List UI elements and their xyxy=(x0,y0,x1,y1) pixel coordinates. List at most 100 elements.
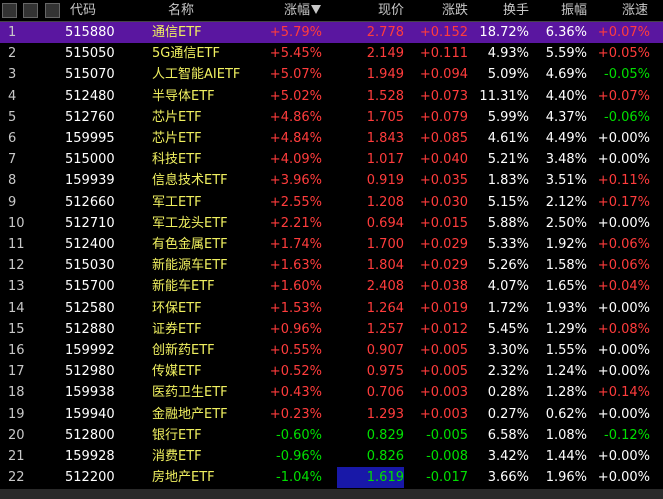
turnover: 11.31% xyxy=(479,88,529,104)
quote-row[interactable]: 22 512200 房地产ETF -1.04% 1.619 -0.017 3.66% 1.96… xyxy=(0,467,663,489)
row-index: 2 xyxy=(8,46,17,62)
column-header[interactable]: 名称 xyxy=(168,3,195,18)
sort-arrow[interactable] xyxy=(311,5,321,14)
row-index: 3 xyxy=(8,67,17,83)
quote-row[interactable]: 7 515000 科技ETF +4.09% 1.017 +0.040 5.21% 3.48% +… xyxy=(0,149,663,170)
quote-row[interactable]: 17 512980 传媒ETF +0.52% 0.975 +0.005 2.32% 1.24%… xyxy=(0,361,663,382)
quote-row[interactable]: 1 515880 通信ETF +5.79% 2.778 +0.152 18.72% 6.36%… xyxy=(0,22,663,43)
change: +0.003 xyxy=(419,385,468,401)
column-header[interactable]: 涨幅 xyxy=(283,3,310,18)
column-header[interactable]: 振幅 xyxy=(560,3,587,18)
price: 0.907 xyxy=(366,343,404,358)
row-index: 4 xyxy=(8,88,17,104)
quote-row[interactable]: 8 159939 信息技术ETF +3.96% 0.919 +0.035 1.83% 3.51… xyxy=(0,170,663,191)
quote-row[interactable]: 10 512710 军工龙头ETF +2.21% 0.694 +0.015 5.88% 2.5… xyxy=(0,213,663,234)
code: 512480 xyxy=(65,88,115,104)
change-pct: +1.53% xyxy=(269,300,322,316)
turnover: 6.58% xyxy=(487,427,529,443)
row-index: 6 xyxy=(8,131,17,146)
change-pct: +5.79% xyxy=(269,25,322,40)
code: 515050 xyxy=(65,46,115,62)
column-header[interactable]: 涨跌 xyxy=(441,3,468,18)
change: +0.111 xyxy=(419,46,468,62)
code: 512880 xyxy=(65,321,115,337)
column-header[interactable]: 涨速 xyxy=(621,3,648,18)
speed: +0.00% xyxy=(597,406,650,422)
quote-row[interactable]: 3 515070 人工智能AIETF +5.07% 1.949 +0.094 5.09% 4.… xyxy=(0,64,663,85)
speed: +0.06% xyxy=(597,237,650,252)
row-index: 14 xyxy=(8,300,25,316)
change: -0.017 xyxy=(426,470,468,486)
settings-icon[interactable] xyxy=(45,3,60,18)
amplitude: 4.69% xyxy=(545,67,587,83)
code: 512400 xyxy=(65,237,115,252)
quote-row[interactable]: 13 515700 新能车ETF +1.60% 2.408 +0.038 4.07% 1.65… xyxy=(0,276,663,297)
turnover: 0.27% xyxy=(487,406,529,422)
code: 515880 xyxy=(65,25,115,40)
quote-row[interactable]: 19 159940 金融地产ETF +0.23% 1.293 +0.003 0.27% 0.6… xyxy=(0,404,663,425)
speed: +0.05% xyxy=(597,46,650,62)
speed: +0.04% xyxy=(597,279,650,295)
header-divider xyxy=(0,21,663,22)
speed: +0.08% xyxy=(597,321,650,337)
name: 银行ETF xyxy=(152,427,202,443)
change-pct: +1.74% xyxy=(269,237,322,252)
price: 1.705 xyxy=(366,109,404,125)
name: 消费ETF xyxy=(152,449,202,464)
quote-row[interactable]: 2 515050 5G通信ETF +5.45% 2.149 +0.111 4.93% 5.59… xyxy=(0,43,663,64)
amplitude: 2.12% xyxy=(545,194,587,210)
quote-row[interactable]: 6 159995 芯片ETF +4.84% 1.843 +0.085 4.61% 4.49% +… xyxy=(0,128,663,149)
change-pct: +4.84% xyxy=(269,131,322,146)
quote-row[interactable]: 15 512880 证券ETF +0.96% 1.257 +0.012 5.45% 1.29%… xyxy=(0,319,663,340)
price: 0.975 xyxy=(366,364,404,380)
change-pct: +5.07% xyxy=(269,67,322,83)
price: 1.208 xyxy=(366,194,404,210)
row-index: 10 xyxy=(8,215,25,231)
quote-row[interactable]: 21 159928 消费ETF -0.96% 0.826 -0.008 3.42% 1.44%… xyxy=(0,446,663,467)
speed: +0.00% xyxy=(597,131,650,146)
turnover: 3.30% xyxy=(487,343,529,358)
grid-icon[interactable] xyxy=(23,3,38,18)
quote-row[interactable]: 9 512660 军工ETF +2.55% 1.208 +0.030 5.15% 2.12% +… xyxy=(0,192,663,213)
quote-row[interactable]: 16 159992 创新药ETF +0.55% 0.907 +0.005 3.30% 1.55… xyxy=(0,340,663,361)
code: 515000 xyxy=(65,152,115,168)
price: 1.017 xyxy=(366,152,404,168)
amplitude: 2.50% xyxy=(545,215,587,231)
change-pct: -0.60% xyxy=(276,427,322,443)
amplitude: 1.44% xyxy=(545,449,587,464)
name: 人工智能AIETF xyxy=(152,67,241,83)
menu-icon[interactable] xyxy=(2,3,17,18)
turnover: 5.99% xyxy=(487,109,529,125)
speed: +0.00% xyxy=(597,364,650,380)
price: 0.706 xyxy=(366,385,404,401)
change-pct: +5.02% xyxy=(269,88,322,104)
change-pct: +0.96% xyxy=(269,321,322,337)
name: 信息技术ETF xyxy=(152,173,228,189)
code: 159938 xyxy=(65,385,115,401)
change: +0.003 xyxy=(419,406,468,422)
price: 2.778 xyxy=(366,25,404,40)
quote-row[interactable]: 11 512400 有色金属ETF +1.74% 1.700 +0.029 5.33% 1.9… xyxy=(0,234,663,255)
name: 5G通信ETF xyxy=(152,46,220,62)
column-header[interactable]: 代码 xyxy=(70,3,97,18)
change-pct: +0.43% xyxy=(269,385,322,401)
code: 512800 xyxy=(65,427,115,443)
amplitude: 1.65% xyxy=(545,279,587,295)
code: 512580 xyxy=(65,300,115,316)
quote-row[interactable]: 18 159938 医药卫生ETF +0.43% 0.706 +0.003 0.28% 1.2… xyxy=(0,382,663,403)
column-header[interactable]: 换手 xyxy=(502,3,529,18)
quote-row[interactable]: 4 512480 半导体ETF +5.02% 1.528 +0.073 11.31% 4.40… xyxy=(0,86,663,107)
speed: +0.14% xyxy=(597,385,650,401)
price: 1.257 xyxy=(366,321,404,337)
change-pct: +0.55% xyxy=(269,343,322,358)
quote-row[interactable]: 20 512800 银行ETF -0.60% 0.829 -0.005 6.58% 1.08%… xyxy=(0,425,663,446)
quote-row[interactable]: 5 512760 芯片ETF +4.86% 1.705 +0.079 5.99% 4.37% -… xyxy=(0,107,663,128)
column-header[interactable]: 现价 xyxy=(377,3,404,18)
price: 0.694 xyxy=(366,215,404,231)
turnover: 5.21% xyxy=(487,152,529,168)
row-index: 22 xyxy=(8,470,25,486)
quote-row[interactable]: 12 515030 新能源车ETF +1.63% 1.804 +0.029 5.26% 1.5… xyxy=(0,255,663,276)
change-pct: +0.52% xyxy=(269,364,322,380)
quote-row[interactable]: 14 512580 环保ETF +1.53% 1.264 +0.019 1.72% 1.93%… xyxy=(0,298,663,319)
price: 1.528 xyxy=(366,88,404,104)
